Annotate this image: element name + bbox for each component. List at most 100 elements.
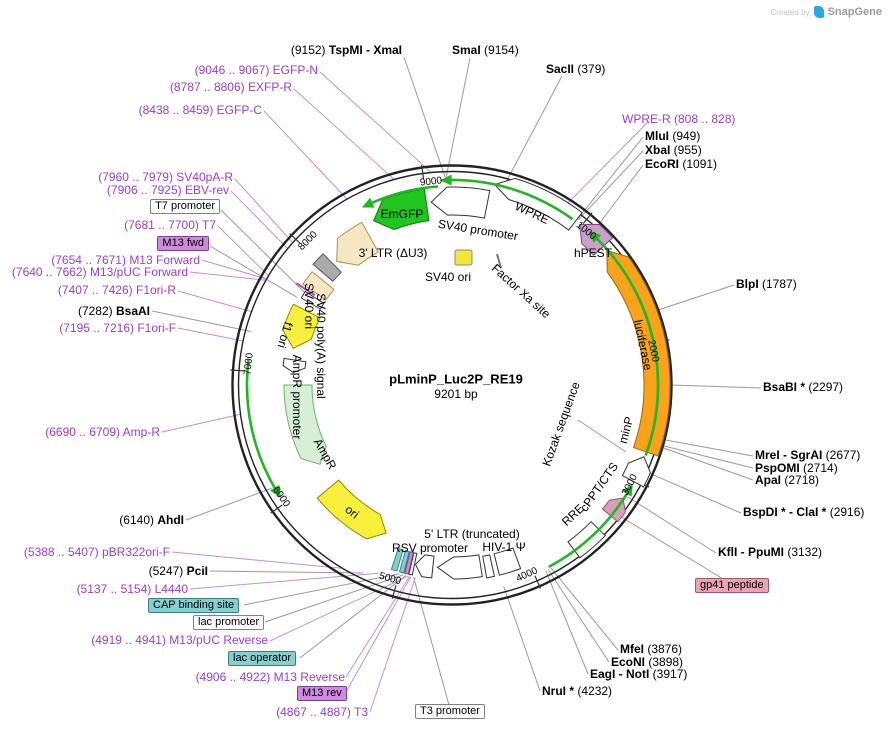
translation-arrow-top (448, 178, 574, 221)
feature-ampr-promoter-arrow[interactable] (282, 357, 307, 374)
primer-label-f1ori-f[interactable]: (7195 .. 7216) F1ori-F (59, 322, 176, 335)
feature-label-3ltr-du3[interactable]: 3' LTR (ΔU3) (358, 246, 428, 260)
enzyme-label-ahdi[interactable]: (6140) AhdI (119, 514, 184, 527)
feature-label-lac-promoter[interactable]: lac promoter (193, 615, 265, 630)
enzyme-label-kfli-ppumi[interactable]: KflI - PpuMI (3132) (718, 546, 822, 559)
feature-psi-block-2[interactable] (482, 554, 495, 579)
enzyme-label-eagi-noti[interactable]: EagI - NotI (3917) (590, 668, 687, 681)
feature-label-hpest[interactable]: hPEST (573, 246, 613, 260)
callout-lac-promoter (264, 574, 404, 623)
feature-label-sv40-ori-left[interactable]: SV40 ori (302, 282, 316, 330)
enzyme-label-blpi[interactable]: BlpI (1787) (736, 278, 797, 291)
feature-m13-fwd-site[interactable] (295, 282, 316, 297)
enzyme-label-pspomi[interactable]: PspOMI (2714) (755, 462, 838, 475)
feature-label-ampr-promoter[interactable]: AmpR promoter (290, 354, 304, 440)
feature-label-rsv-promoter[interactable]: RSV promoter (391, 541, 469, 555)
feature-label-hiv1-psi[interactable]: HIV-1 Ψ (482, 540, 526, 554)
feature-factor-xa-tick[interactable] (496, 253, 502, 269)
enzyme-coordinates: (3876) (644, 642, 683, 656)
feature-cap-binding-site-block[interactable] (390, 547, 404, 572)
enzyme-label-econi[interactable]: EcoNI (3898) (611, 656, 683, 669)
primer-coordinates: (7407 .. 7426) (57, 283, 136, 297)
enzyme-label-xbai[interactable]: XbaI (955) (645, 144, 702, 157)
feature-label-emgfp[interactable]: EmGFP (380, 207, 424, 221)
callout-nrui (503, 586, 541, 692)
enzyme-coordinates: (1787) (758, 277, 797, 291)
callout-wpre-r (566, 121, 649, 205)
feature-sv40-promoter-arrow[interactable] (430, 186, 491, 219)
enzyme-label-ecori[interactable]: EcoRI (1091) (645, 158, 717, 171)
enzyme-label-apai[interactable]: ApaI (2718) (755, 474, 819, 487)
feature-label-t7-promoter[interactable]: T7 promoter (150, 199, 220, 214)
feature-sv40-polya-block[interactable] (302, 270, 335, 301)
feature-t7-promoter-site[interactable] (300, 290, 325, 310)
primer-label-wpre-r[interactable]: WPRE-R (808 .. 828) (622, 113, 735, 126)
callout-ebv-rev (230, 190, 288, 249)
callout-blpi (647, 284, 735, 314)
enzyme-label-pcii[interactable]: (5247) PciI (149, 565, 208, 578)
callout-l4440 (189, 572, 379, 590)
feature-label-gp41-peptide[interactable]: gp41 peptide (695, 578, 769, 593)
enzyme-label-smai[interactable]: SmaI (9154) (452, 44, 519, 57)
feature-t3-promoter-site[interactable] (408, 552, 418, 576)
feature-ampr-arrow[interactable] (283, 384, 327, 465)
primer-label-sv40pa-r[interactable]: (7960 .. 7979) SV40pA-R (98, 171, 233, 184)
watermark-created-by: Created by (770, 7, 810, 17)
primer-label-exfp-r[interactable]: (8787 .. 8806) EXFP-R (170, 81, 292, 94)
enzyme-label-mlui[interactable]: MluI (949) (645, 130, 700, 143)
primer-label-egfp-c[interactable]: (8438 .. 8459) EGFP-C (139, 104, 262, 117)
primer-label-m13-puc-reverse[interactable]: (4919 .. 4941) M13/pUC Reverse (91, 634, 268, 647)
feature-label-cap-binding-site[interactable]: CAP binding site (148, 598, 240, 613)
enzyme-label-nrui[interactable]: NruI * (4232) (542, 685, 612, 698)
feature-label-t3-promoter[interactable]: T3 promoter (415, 704, 485, 719)
feature-m13-rev-site[interactable] (404, 551, 414, 575)
feature-label-lac-operator[interactable]: lac operator (228, 651, 297, 666)
feature-label-m13-rev[interactable]: M13 rev (297, 686, 347, 701)
primer-label-amp-r[interactable]: (6690 .. 6709) Amp-R (45, 426, 160, 439)
feature-lac-operator-site[interactable] (398, 549, 410, 574)
feature-f1-ori-arrow[interactable] (282, 303, 321, 349)
feature-label-m13-fwd[interactable]: M13 fwd (157, 236, 209, 251)
position-tick-1000 (582, 212, 593, 225)
feature-3ltr-arrow[interactable] (336, 221, 379, 266)
feature-sv40-ori-center-box[interactable] (454, 249, 473, 266)
enzyme-label-tspmi-xmai[interactable]: (9152) TspMI - XmaI (291, 44, 402, 57)
primer-label-l4440[interactable]: (5137 .. 5154) L4440 (77, 583, 188, 596)
enzyme-coordinates: (9154) (480, 43, 519, 57)
feature-luciferase-arrow[interactable] (606, 249, 671, 457)
enzyme-label-bspdi-clai[interactable]: BspDI * - ClaI * (2916) (743, 506, 864, 519)
primer-label-ebv-rev[interactable]: (7906 .. 7925) EBV-rev (107, 184, 229, 197)
callout-mrei-sgrai (653, 437, 754, 457)
feature-label-5ltr-truncated[interactable]: 5' LTR (truncated) (424, 527, 520, 541)
primer-label-f1ori-r[interactable]: (7407 .. 7426) F1ori-R (58, 284, 176, 297)
feature-sv40-ori-left-block[interactable] (312, 253, 343, 283)
feature-ori-arrow[interactable] (316, 479, 387, 540)
enzyme-label-mrei-sgrai[interactable]: MreI - SgrAI (2677) (755, 449, 860, 462)
feature-minp-arrow[interactable] (621, 456, 651, 488)
plasmid-size: 9201 bp (434, 387, 478, 401)
enzyme-name: PciI (186, 564, 208, 578)
primer-coordinates: (7960 .. 7979) (98, 170, 177, 184)
feature-label-sv40-polya[interactable]: SV40 poly(A) signal (314, 293, 328, 399)
primer-coordinates: (8787 .. 8806) (169, 80, 248, 94)
plasmid-backbone-outer-ring[interactable] (231, 164, 673, 606)
feature-hiv1-psi-block[interactable] (493, 547, 522, 576)
primer-label-pbr322ori-f[interactable]: (5388 .. 5407) pBR322ori-F (24, 546, 170, 559)
primer-label-egfp-n[interactable]: (9046 .. 9067) EGFP-N (195, 64, 318, 77)
enzyme-name: BsaBI * (763, 380, 806, 394)
feature-5ltr-arrow[interactable] (436, 554, 483, 580)
callout-smai (445, 57, 471, 178)
enzyme-label-bsaai[interactable]: (7282) BsaAI (78, 305, 150, 318)
primer-label-t3[interactable]: (4867 .. 4887) T3 (276, 706, 368, 719)
enzyme-label-bsabi[interactable]: BsaBI * (2297) (763, 381, 843, 394)
primer-coordinates: (5137 .. 5154) (76, 582, 155, 596)
primer-label-m13-puc-forward[interactable]: (7640 .. 7662) M13/pUC Forward (12, 266, 188, 279)
feature-label-sv40-ori-center[interactable]: SV40 ori (424, 270, 472, 284)
feature-rsv-promoter-arrow[interactable] (414, 554, 435, 579)
enzyme-coordinates: (949) (669, 129, 701, 143)
primer-label-t7[interactable]: (7681 .. 7700) T7 (124, 219, 216, 232)
enzyme-label-mfei[interactable]: MfeI (3876) (620, 643, 682, 656)
primer-label-m13-reverse[interactable]: (4906 .. 4922) M13 Reverse (196, 671, 345, 684)
primer-label-m13-forward[interactable]: (7654 .. 7671) M13 Forward (51, 254, 200, 267)
enzyme-label-sacii[interactable]: SacII (379) (546, 63, 605, 76)
